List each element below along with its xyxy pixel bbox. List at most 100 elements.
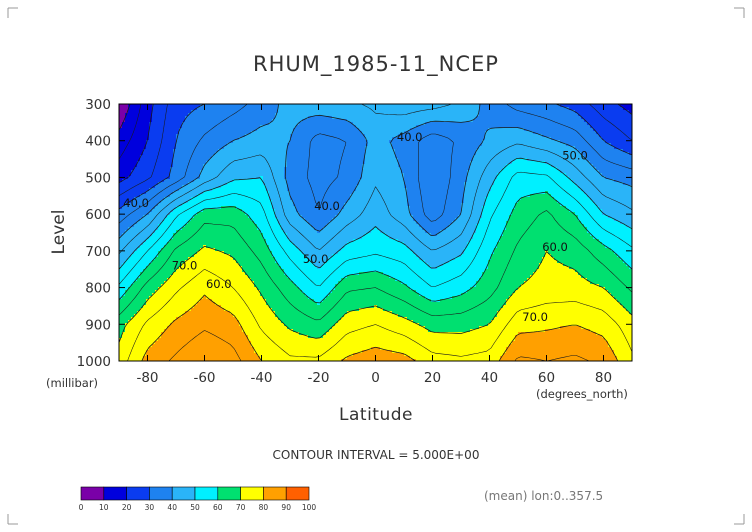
contour-cell xyxy=(476,170,480,174)
contour-cell xyxy=(332,113,336,117)
contour-cell xyxy=(362,125,366,129)
contour-cell xyxy=(305,149,309,153)
contour-cell xyxy=(254,143,258,147)
contour-cell xyxy=(242,182,246,186)
contour-cell xyxy=(593,155,597,159)
contour-cell xyxy=(548,119,552,123)
contour-cell xyxy=(335,134,339,138)
contour-cell xyxy=(398,188,402,192)
contour-cell xyxy=(149,161,153,165)
contour-cell xyxy=(347,149,351,153)
contour-cell xyxy=(500,104,504,108)
contour-cell xyxy=(452,179,456,183)
contour-cell xyxy=(524,155,528,159)
contour-cell xyxy=(623,149,627,153)
contour-cell xyxy=(239,143,243,147)
contour-cell xyxy=(488,116,492,120)
contour-cell xyxy=(431,110,435,114)
contour-cell xyxy=(470,182,474,186)
contour-cell xyxy=(551,110,555,114)
contour-cell xyxy=(338,140,342,144)
contour-cell xyxy=(437,143,441,147)
contour-cell xyxy=(272,131,276,135)
contour-cell xyxy=(416,170,420,174)
contour-cell xyxy=(251,173,255,177)
contour-cell xyxy=(587,110,591,114)
contour-cell xyxy=(305,158,309,162)
contour-cell xyxy=(506,134,510,138)
contour-cell xyxy=(389,107,393,111)
contour-cell xyxy=(425,188,429,192)
contour-cell xyxy=(395,104,399,108)
contour-cell xyxy=(245,182,249,186)
contour-cell xyxy=(125,173,129,177)
contour-cell xyxy=(476,128,480,132)
contour-cell xyxy=(419,146,423,150)
contour-cell xyxy=(200,110,204,114)
contour-cell xyxy=(401,125,405,129)
contour-cell xyxy=(362,113,366,117)
contour-cell xyxy=(563,176,567,180)
contour-cell xyxy=(164,134,168,138)
contour-cell xyxy=(359,164,363,168)
contour-cell xyxy=(188,116,192,120)
contour-cell xyxy=(440,158,444,162)
contour-cell xyxy=(230,119,234,123)
contour-cell xyxy=(560,164,564,168)
contour-cell xyxy=(365,152,369,156)
contour-cell xyxy=(386,131,390,135)
contour-cell xyxy=(125,122,129,126)
contour-cell xyxy=(125,155,129,159)
contour-cell xyxy=(317,185,321,189)
contour-cell xyxy=(215,146,219,150)
contour-cell xyxy=(566,128,570,132)
contour-cell xyxy=(122,104,126,108)
contour-cell xyxy=(341,107,345,111)
contour-cell xyxy=(437,125,441,129)
crop-marks xyxy=(7,7,745,525)
contour-cell xyxy=(482,158,486,162)
contour-cell xyxy=(440,152,444,156)
contour-cell xyxy=(200,116,204,120)
contour-cell xyxy=(518,167,522,171)
contour-cell xyxy=(200,146,204,150)
contour-cell xyxy=(149,143,153,147)
contour-cell xyxy=(362,143,366,147)
contour-cell xyxy=(152,146,156,150)
contour-cell xyxy=(596,176,600,180)
contour-cell xyxy=(473,179,477,183)
contour-cell xyxy=(443,113,447,117)
contour-cell xyxy=(449,134,453,138)
contour-cell xyxy=(533,125,537,129)
contour-cell xyxy=(470,170,474,174)
contour-cell xyxy=(146,170,150,174)
contour-cell xyxy=(419,110,423,114)
contour-cell xyxy=(218,152,222,156)
contour-cell xyxy=(314,140,318,144)
contour-cell xyxy=(530,155,534,159)
contour-cell xyxy=(377,161,381,165)
contour-cell xyxy=(608,146,612,150)
contour-cell xyxy=(572,152,576,156)
contour-cell xyxy=(248,113,252,117)
contour-cell xyxy=(482,143,486,147)
contour-cell xyxy=(347,155,351,159)
contour-cell xyxy=(371,116,375,120)
contour-cell xyxy=(194,182,198,186)
contour-cell xyxy=(290,146,294,150)
contour-cell xyxy=(269,113,273,117)
contour-cell xyxy=(467,179,471,183)
contour-cell xyxy=(209,119,213,123)
contour-cell xyxy=(164,170,168,174)
contour-cell xyxy=(122,146,126,150)
contour-cell xyxy=(617,167,621,171)
contour-cell xyxy=(302,143,306,147)
contour-cell xyxy=(410,122,414,126)
contour-cell xyxy=(326,176,330,180)
contour-cell xyxy=(374,113,378,117)
contour-cell xyxy=(248,179,252,183)
contour-cell xyxy=(479,185,483,189)
contour-cell xyxy=(467,131,471,135)
contour-cell xyxy=(434,152,438,156)
contour-cell xyxy=(119,167,123,171)
